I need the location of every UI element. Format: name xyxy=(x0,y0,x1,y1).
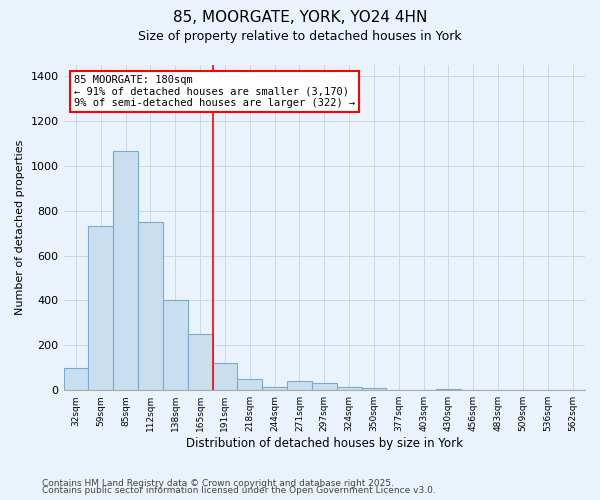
Bar xyxy=(113,152,138,390)
Bar xyxy=(337,387,362,390)
Bar xyxy=(362,388,386,390)
Bar xyxy=(64,368,88,390)
Y-axis label: Number of detached properties: Number of detached properties xyxy=(15,140,25,316)
Text: 85, MOORGATE, YORK, YO24 4HN: 85, MOORGATE, YORK, YO24 4HN xyxy=(173,10,427,25)
Bar xyxy=(312,384,337,390)
Text: 85 MOORGATE: 180sqm
← 91% of detached houses are smaller (3,170)
9% of semi-deta: 85 MOORGATE: 180sqm ← 91% of detached ho… xyxy=(74,75,355,108)
Bar xyxy=(262,387,287,390)
Text: Size of property relative to detached houses in York: Size of property relative to detached ho… xyxy=(138,30,462,43)
Bar xyxy=(287,381,312,390)
Bar xyxy=(238,379,262,390)
Bar xyxy=(212,364,238,390)
Text: Contains HM Land Registry data © Crown copyright and database right 2025.: Contains HM Land Registry data © Crown c… xyxy=(42,478,394,488)
Bar xyxy=(163,300,188,390)
Bar xyxy=(138,222,163,390)
Bar xyxy=(188,334,212,390)
Text: Contains public sector information licensed under the Open Government Licence v3: Contains public sector information licen… xyxy=(42,486,436,495)
Bar xyxy=(88,226,113,390)
X-axis label: Distribution of detached houses by size in York: Distribution of detached houses by size … xyxy=(186,437,463,450)
Bar xyxy=(436,389,461,390)
